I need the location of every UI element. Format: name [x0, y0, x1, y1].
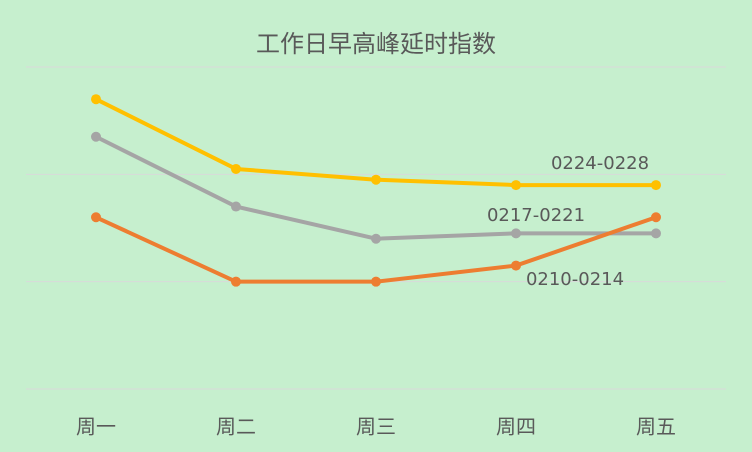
point: [231, 201, 241, 212]
point: [511, 180, 521, 191]
point: [511, 228, 521, 239]
x-tick-label: 周二: [216, 415, 256, 439]
x-tick-label: 周五: [636, 415, 676, 439]
point: [231, 276, 241, 287]
point: [91, 212, 101, 223]
point: [231, 163, 241, 174]
point: [91, 94, 101, 105]
series-label: 0210-0214: [526, 269, 624, 290]
point: [371, 233, 381, 244]
series-label: 0224-0228: [551, 153, 649, 174]
x-tick-label: 周四: [496, 415, 536, 439]
x-tick-label: 周一: [76, 415, 116, 439]
point: [371, 174, 381, 185]
point: [511, 260, 521, 271]
chart-title: 工作日早高峰延时指数: [256, 30, 496, 58]
point: [651, 180, 661, 191]
point: [651, 228, 661, 239]
point: [651, 212, 661, 223]
series-label: 0217-0221: [487, 205, 585, 226]
x-tick-label: 周三: [356, 415, 396, 439]
point: [91, 131, 101, 142]
point: [371, 276, 381, 287]
